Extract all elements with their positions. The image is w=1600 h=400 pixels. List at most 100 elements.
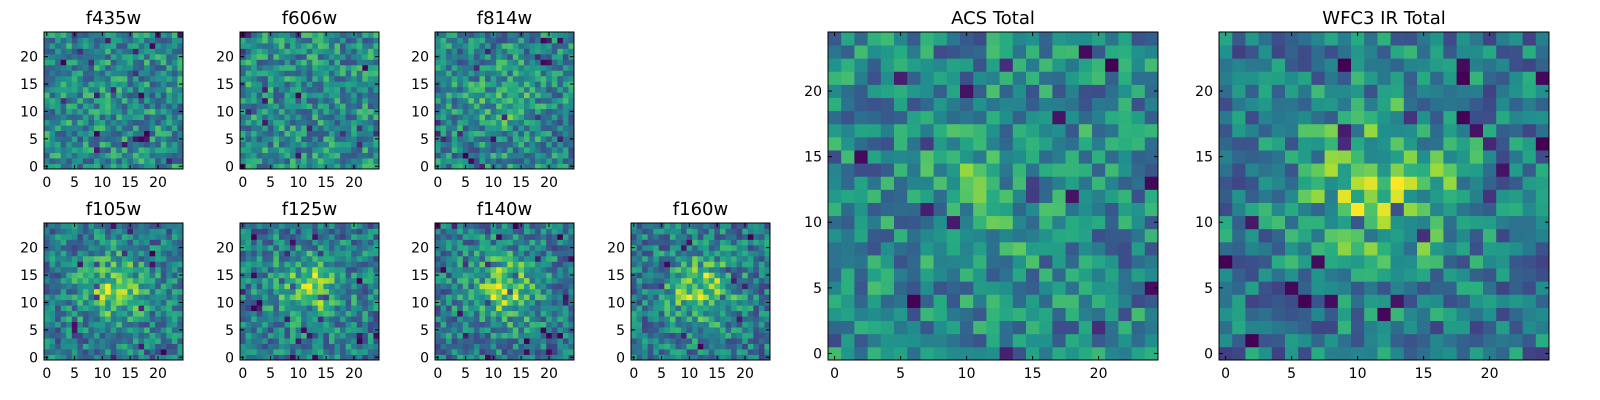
heatmap-cell	[301, 288, 308, 295]
heatmap-cell	[94, 349, 100, 355]
heatmap-cell	[692, 277, 699, 284]
heatmap-cell	[551, 70, 558, 77]
heatmap-cell	[440, 223, 447, 229]
heatmap-cell	[312, 338, 319, 344]
heatmap-cell	[301, 97, 308, 104]
heatmap-cell	[636, 255, 643, 262]
heatmap-cell	[518, 70, 525, 77]
heatmap-cell	[373, 310, 380, 317]
heatmap-cell	[301, 152, 308, 159]
heatmap-cell	[312, 354, 319, 361]
heatmap-cell	[99, 81, 106, 88]
heatmap-cell	[669, 327, 676, 333]
heatmap-cell	[546, 244, 553, 251]
heatmap-cell	[245, 125, 252, 132]
y-tick-label: 5	[29, 323, 38, 339]
heatmap-cell	[512, 343, 519, 350]
heatmap-cell	[88, 75, 95, 82]
heatmap-cell	[99, 42, 106, 49]
heatmap-cell	[512, 32, 519, 38]
heatmap-cell	[132, 53, 139, 60]
heatmap-cell	[675, 321, 682, 328]
heatmap-cell	[568, 141, 575, 148]
heatmap-cell	[340, 354, 347, 361]
heatmap-cell	[312, 163, 319, 170]
heatmap-cell	[66, 310, 73, 317]
heatmap-cell	[490, 233, 497, 240]
heatmap-cell	[529, 233, 536, 240]
heatmap-cell	[149, 53, 156, 60]
heatmap-cell	[501, 103, 508, 110]
heatmap-cell	[71, 233, 78, 240]
heatmap-cell	[946, 176, 961, 190]
heatmap-cell	[60, 81, 67, 88]
heatmap-cell	[907, 294, 921, 308]
heatmap-cell	[523, 97, 530, 104]
heatmap-cell	[267, 125, 274, 132]
heatmap-cell	[451, 108, 458, 115]
heatmap-cell	[562, 244, 569, 251]
heatmap-cell	[284, 299, 291, 306]
heatmap-cell	[49, 147, 56, 153]
heatmap-cell	[518, 239, 525, 246]
heatmap-cell	[523, 163, 530, 170]
heatmap-cell	[529, 59, 536, 66]
heatmap-cell	[523, 141, 530, 148]
heatmap-cell	[110, 92, 117, 99]
heatmap-cell	[295, 349, 302, 355]
heatmap-cell	[373, 338, 380, 344]
heatmap-cell	[278, 305, 285, 312]
heatmap-cell	[479, 294, 486, 301]
heatmap-cell	[144, 299, 151, 306]
heatmap-cell	[312, 223, 319, 229]
heatmap-cell	[351, 114, 358, 121]
heatmap-cell	[719, 288, 726, 295]
heatmap-cell	[841, 228, 855, 243]
heatmap-cell	[719, 294, 726, 301]
heatmap-cell	[540, 81, 547, 88]
heatmap-cell	[535, 32, 542, 38]
heatmap-cell	[362, 343, 369, 350]
heatmap-cell	[473, 261, 480, 268]
heatmap-cell	[490, 81, 497, 88]
heatmap-cell	[507, 70, 514, 77]
heatmap-cell	[631, 266, 637, 273]
heatmap-cell	[708, 228, 715, 235]
heatmap-cell	[669, 228, 676, 235]
y-tick-label: 10	[216, 104, 234, 120]
heatmap-cell	[557, 310, 564, 317]
heatmap-cell	[317, 305, 324, 312]
heatmap-cell	[356, 327, 363, 333]
heatmap-cell	[362, 108, 369, 115]
heatmap-cell	[340, 42, 347, 49]
heatmap-cell	[507, 266, 514, 273]
heatmap-cell	[664, 228, 671, 235]
heatmap-cell	[1078, 268, 1093, 282]
heatmap-cell	[340, 294, 347, 301]
heatmap-cell	[462, 158, 469, 164]
heatmap-cell	[267, 130, 274, 137]
heatmap-cell	[568, 266, 575, 273]
heatmap-cell	[507, 288, 514, 295]
heatmap-cell	[356, 147, 363, 153]
heatmap-cell	[312, 97, 319, 104]
heatmap-cell	[88, 305, 95, 312]
heatmap-cell	[251, 244, 258, 251]
heatmap-cell	[94, 354, 100, 361]
heatmap-cell	[312, 64, 319, 71]
heatmap-cell	[540, 32, 547, 38]
heatmap-cell	[267, 119, 274, 126]
heatmap-cell	[55, 32, 62, 38]
heatmap-cell	[110, 42, 117, 49]
heatmap-cell	[535, 349, 542, 355]
heatmap-cell	[507, 338, 514, 344]
heatmap-cell	[451, 288, 458, 295]
heatmap-cell	[66, 223, 73, 229]
heatmap-cell	[334, 42, 341, 49]
heatmap-cell	[753, 327, 760, 333]
heatmap-cell	[160, 277, 167, 284]
heatmap-cell	[144, 343, 151, 350]
heatmap-cell	[301, 64, 308, 71]
heatmap-cell	[82, 81, 89, 88]
heatmap-cell	[351, 64, 358, 71]
